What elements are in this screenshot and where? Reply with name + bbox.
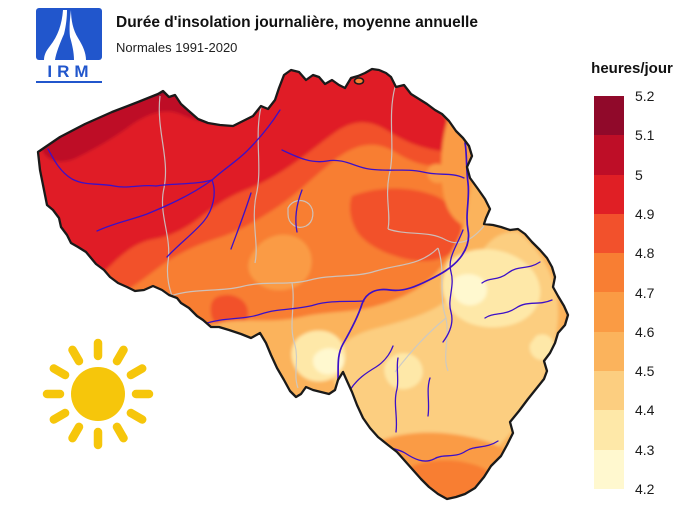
legend-ticks: 5.2 5.1 5 4.9 4.8 4.7 4.6 4.5 4.4 4.3 4.2 xyxy=(594,88,674,497)
legend-tick-label: 4.2 xyxy=(635,481,655,497)
baarle-hertog-enclave xyxy=(353,77,365,85)
contour-band-4-8 xyxy=(350,188,462,262)
river-escaut-amont xyxy=(166,179,215,258)
legend-tick-label: 4.8 xyxy=(635,245,655,262)
river-escaut-aval xyxy=(211,109,281,181)
legend-tick-label: 4.5 xyxy=(635,363,655,380)
legend-tick-label: 4.4 xyxy=(635,402,655,419)
river-yser xyxy=(47,148,157,188)
legend-tick-label: 5.1 xyxy=(635,127,655,144)
legend-tick-label: 4.7 xyxy=(635,284,655,301)
legend-band xyxy=(594,135,624,175)
irm-logo: IRM xyxy=(36,8,102,83)
province-borders xyxy=(158,86,485,389)
legend-band xyxy=(594,292,624,332)
rivers xyxy=(47,109,553,462)
title-block: Durée d'insolation journalière, moyenne … xyxy=(116,14,478,55)
contour-band-4-3 xyxy=(384,353,423,390)
river-ourthe xyxy=(442,229,464,343)
province-border xyxy=(437,247,449,372)
page-subtitle: Normales 1991-2020 xyxy=(116,40,238,55)
irm-logo-mark xyxy=(36,8,102,60)
legend-bands xyxy=(594,96,624,489)
river-leie xyxy=(96,179,213,232)
legend-title: heures/jour xyxy=(591,60,673,77)
river-canal-gand xyxy=(155,179,213,187)
legend-band xyxy=(594,331,624,372)
river-dyle-nete xyxy=(281,149,465,179)
river-ardennes-1 xyxy=(394,357,399,433)
river-sambre xyxy=(203,300,365,325)
river-senne xyxy=(295,189,303,233)
province-border xyxy=(291,282,299,389)
river-ambleve xyxy=(484,299,553,319)
legend-band xyxy=(594,371,624,411)
province-border xyxy=(394,317,447,373)
river-meuse xyxy=(336,142,470,392)
sun-icon xyxy=(42,338,154,450)
legend-band xyxy=(594,253,624,293)
province-border xyxy=(253,106,262,264)
river-ardennes-2 xyxy=(427,377,431,417)
legend-band xyxy=(594,410,624,450)
province-border xyxy=(169,247,439,297)
legend-tick-label: 4.9 xyxy=(635,205,655,222)
province-border xyxy=(387,225,485,244)
contour-band-4-6 xyxy=(248,234,312,291)
belgium-outline xyxy=(36,67,570,501)
legend-tick-label: 4.3 xyxy=(635,441,655,458)
page-title: Durée d'insolation journalière, moyenne … xyxy=(116,14,478,31)
contour-band-4-2 xyxy=(313,348,344,375)
legend-tick-label: 5.2 xyxy=(635,88,655,104)
province-border xyxy=(158,95,173,297)
contour-band-4-2 xyxy=(451,274,488,306)
river-lesse xyxy=(349,345,394,391)
river-dendre xyxy=(230,192,252,250)
legend-band xyxy=(594,213,624,254)
river-vesdre xyxy=(481,261,541,284)
legend-tick-label: 4.6 xyxy=(635,323,655,340)
legend-band xyxy=(594,96,624,136)
legend-band xyxy=(594,449,624,489)
legend-tick-label: 5 xyxy=(635,166,643,183)
legend-band xyxy=(594,174,624,214)
province-border xyxy=(386,86,396,230)
irm-logo-text: IRM xyxy=(36,62,102,83)
